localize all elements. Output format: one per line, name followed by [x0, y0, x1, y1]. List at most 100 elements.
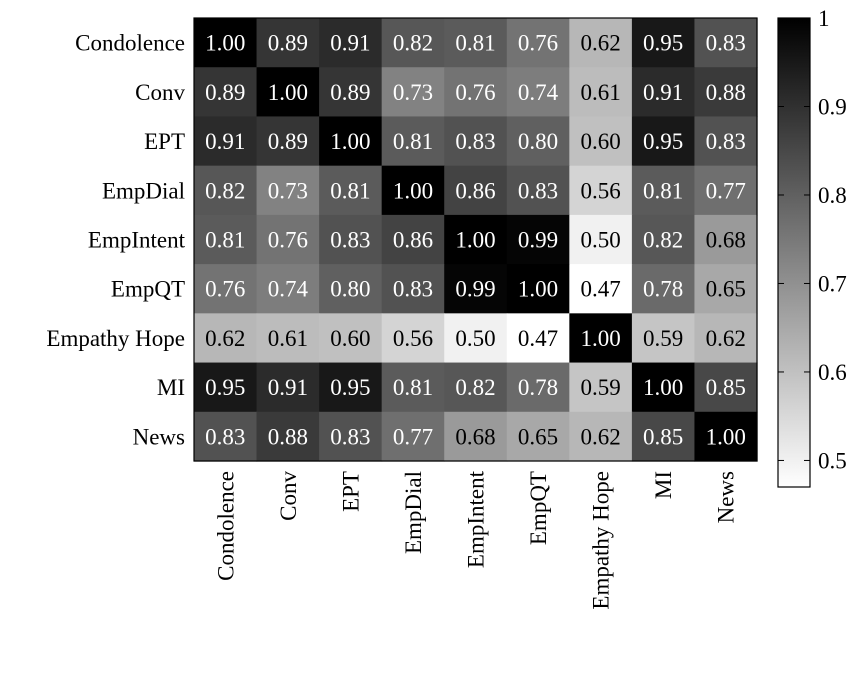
heatmap-cell-value: 0.59 — [580, 375, 620, 400]
heatmap-cell-news-conv — [256, 411, 320, 462]
heatmap-cell-mi-mi — [631, 362, 696, 413]
heatmap-cell-ept-empintent — [444, 116, 508, 167]
heatmap-cell-ept-condolence — [194, 116, 258, 167]
heatmap-cell-empathy-hope-news — [694, 313, 758, 364]
heatmap-cell-value: 1.00 — [706, 424, 746, 449]
heatmap-cell-value: 0.81 — [393, 129, 433, 154]
heatmap-cell-value: 1.00 — [205, 31, 245, 56]
colorbar-ticks: 1 0.9 0.8 0.7 0.6 0.5 — [778, 6, 847, 473]
heatmap-cell-value: 0.74 — [518, 80, 559, 105]
heatmap-cell-empdial-empdial — [381, 165, 445, 216]
heatmap-cell-value: 0.86 — [393, 228, 433, 253]
column-label-news: News — [714, 471, 739, 523]
heatmap-cell-value: 0.76 — [455, 80, 495, 105]
heatmap-cell-value: 0.83 — [330, 424, 370, 449]
heatmap-cell-empintent-condolence — [194, 214, 258, 265]
heatmap-cell-mi-condolence — [194, 362, 258, 413]
colorbar-tick-label: 0.9 — [818, 94, 847, 119]
heatmap-cell-news-empqt — [506, 411, 570, 462]
heatmap-cell-value: 0.73 — [393, 80, 433, 105]
heatmap-cell-empathy-hope-empathy-hope — [569, 313, 633, 364]
heatmap-cell-empintent-empathy-hope — [569, 214, 633, 265]
heatmap-cell-empathy-hope-condolence — [194, 313, 258, 364]
heatmap-column-labels: Condolence Conv EPT EmpDial EmpIntent EmpQT Em… — [213, 470, 738, 609]
heatmap-cell-value: 0.82 — [205, 178, 245, 203]
heatmap-cell-value: 0.91 — [643, 80, 683, 105]
heatmap-cell-value: 1.00 — [518, 277, 558, 302]
heatmap-cell-empathy-hope-empqt — [506, 313, 570, 364]
heatmap-cell-news-news — [694, 411, 758, 462]
heatmap-cell-value: 0.86 — [455, 178, 495, 203]
heatmap-cell-conv-empintent — [444, 67, 508, 118]
heatmap-cell-value: 0.83 — [706, 129, 746, 154]
heatmap-cell-value: 0.78 — [643, 277, 683, 302]
heatmap-cell-ept-mi — [631, 116, 696, 167]
heatmap-cell-value: 0.65 — [518, 424, 558, 449]
heatmap-cell-value: 0.95 — [643, 31, 683, 56]
heatmap-cell-value: 1.00 — [643, 375, 683, 400]
heatmap-frame — [193, 17, 758, 462]
heatmap-cell-value: 0.91 — [268, 375, 308, 400]
heatmap-cell-empintent-mi — [631, 214, 696, 265]
heatmap-cell-value: 0.68 — [706, 228, 746, 253]
heatmap-cell-value: 0.95 — [205, 375, 245, 400]
heatmap-cell-value: 0.68 — [455, 424, 495, 449]
row-label-empqt: EmpQT — [111, 277, 185, 302]
heatmap-row-labels: Condolence Conv EPT EmpDial EmpIntent EmpQT Em… — [46, 31, 185, 450]
heatmap-cell-value: 0.91 — [205, 129, 245, 154]
heatmap-cell-empintent-empqt — [506, 214, 570, 265]
heatmap-cell-empintent-news — [694, 214, 758, 265]
colorbar-tick-label: 0.7 — [818, 271, 847, 296]
row-label-empathy-hope: Empathy Hope — [46, 326, 185, 351]
row-label-empdial: EmpDial — [102, 178, 185, 203]
colorbar-tick-label: 0.6 — [818, 360, 847, 385]
heatmap-cell-value: 0.89 — [268, 31, 308, 56]
heatmap-cell-condolence-ept — [319, 18, 383, 68]
heatmap-cell-value: 1.00 — [268, 80, 308, 105]
heatmap-cell-empathy-hope-ept — [319, 313, 383, 364]
heatmap-cell-empqt-empdial — [381, 264, 445, 314]
heatmap-cell-ept-empqt — [506, 116, 570, 167]
heatmap-cell-value: 1.00 — [455, 228, 495, 253]
colorbar-gradient — [777, 17, 811, 488]
heatmap-cell-ept-news — [694, 116, 758, 167]
heatmap-cell-value: 0.62 — [205, 326, 245, 351]
heatmap-cell-value: 0.76 — [268, 228, 308, 253]
column-label-empathy-hope: Empathy Hope — [589, 471, 614, 610]
heatmap-cell-empdial-conv — [256, 165, 320, 216]
heatmap-cell-conv-empqt — [506, 67, 570, 118]
heatmap-cell-value: 0.62 — [580, 31, 620, 56]
heatmap-cell-conv-condolence — [194, 67, 258, 118]
heatmap-cell-empdial-news — [694, 165, 758, 216]
heatmap-cell-value: 0.81 — [393, 375, 433, 400]
heatmap-cell-value: 0.81 — [643, 178, 683, 203]
row-label-conv: Conv — [135, 80, 185, 105]
column-label-mi: MI — [651, 471, 676, 499]
heatmap-cell-news-empdial — [381, 411, 445, 462]
heatmap-cell-value: 0.83 — [393, 277, 433, 302]
heatmap-cell-value: 0.81 — [330, 178, 370, 203]
heatmap-cell-empdial-empqt — [506, 165, 570, 216]
heatmap-cell-value: 0.61 — [268, 326, 308, 351]
heatmap-cell-conv-news — [694, 67, 758, 118]
heatmap-cell-value: 1.00 — [580, 326, 620, 351]
heatmap-cell-mi-empintent — [444, 362, 508, 413]
heatmap-cell-empqt-conv — [256, 264, 320, 314]
heatmap-cell-ept-conv — [256, 116, 320, 167]
heatmap-cell-value: 1.00 — [393, 178, 433, 203]
heatmap-cell-condolence-news — [694, 18, 758, 68]
heatmap-cell-value: 0.77 — [706, 178, 746, 203]
heatmap-cell-empintent-empdial — [381, 214, 445, 265]
heatmap-cell-value: 0.95 — [643, 129, 683, 154]
heatmap-cell-empathy-hope-conv — [256, 313, 320, 364]
heatmap-cell-value: 0.83 — [706, 31, 746, 56]
heatmap-cell-value: 0.91 — [330, 31, 370, 56]
heatmap-cell-condolence-condolence — [194, 18, 258, 68]
heatmap-cell-mi-conv — [256, 362, 320, 413]
heatmap-cell-empdial-ept — [319, 165, 383, 216]
heatmap-cell-value: 0.82 — [643, 228, 683, 253]
heatmap-cell-value: 0.89 — [205, 80, 245, 105]
heatmap-cell-empdial-empathy-hope — [569, 165, 633, 216]
heatmap-cell-value: 0.81 — [455, 31, 495, 56]
